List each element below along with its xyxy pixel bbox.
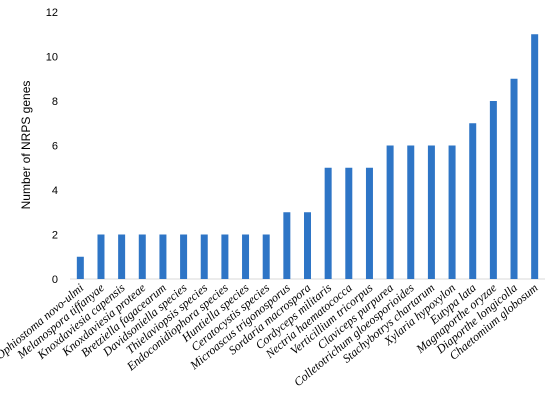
y-tick-label: 0 bbox=[52, 274, 58, 286]
y-tick-label: 6 bbox=[52, 141, 58, 153]
bars bbox=[76, 34, 539, 279]
bar bbox=[159, 234, 167, 279]
y-tick-label: 12 bbox=[46, 7, 58, 19]
bar bbox=[118, 234, 126, 279]
bar bbox=[304, 212, 311, 279]
bar bbox=[427, 145, 435, 279]
bar bbox=[365, 167, 373, 279]
bar bbox=[489, 101, 497, 279]
bar bbox=[345, 167, 353, 279]
bar bbox=[76, 256, 84, 279]
bar bbox=[386, 145, 394, 279]
bar bbox=[531, 34, 539, 279]
bar bbox=[180, 234, 188, 279]
y-tick-label: 2 bbox=[52, 230, 58, 242]
y-tick-label: 8 bbox=[52, 96, 58, 108]
bar bbox=[324, 167, 332, 279]
bar bbox=[448, 145, 456, 279]
bar bbox=[283, 212, 291, 279]
bar bbox=[97, 234, 105, 279]
bar bbox=[138, 234, 146, 279]
y-tick-label: 10 bbox=[46, 52, 58, 64]
bar bbox=[221, 234, 229, 279]
bar bbox=[242, 234, 250, 279]
bar bbox=[200, 234, 208, 279]
y-axis-label: Number of NRPS genes bbox=[19, 81, 33, 210]
bar bbox=[262, 234, 270, 279]
bar bbox=[510, 78, 518, 279]
bar bbox=[407, 145, 415, 279]
y-tick-labels: 0 2 4 6 8 10 12 bbox=[46, 7, 58, 286]
y-tick-label: 4 bbox=[52, 185, 58, 197]
bar bbox=[469, 123, 477, 279]
